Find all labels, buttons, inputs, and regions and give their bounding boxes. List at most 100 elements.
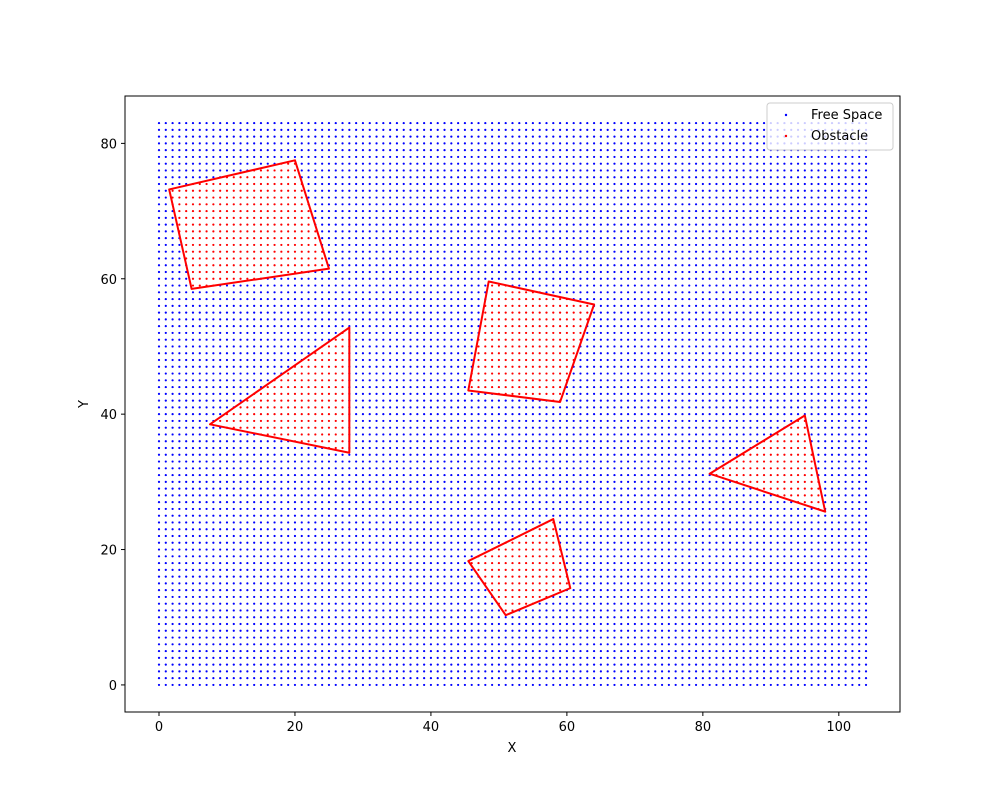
free-space-point bbox=[484, 501, 487, 504]
free-space-point bbox=[586, 297, 589, 301]
free-space-point bbox=[395, 372, 399, 375]
free-space-point bbox=[314, 649, 317, 653]
free-space-point bbox=[477, 155, 480, 159]
free-space-point bbox=[232, 487, 235, 490]
free-space-point bbox=[599, 385, 602, 389]
free-space-point bbox=[606, 575, 609, 578]
free-space-point bbox=[171, 365, 174, 368]
free-space-point bbox=[579, 365, 582, 368]
free-space-point bbox=[457, 467, 460, 470]
free-space-point bbox=[382, 609, 385, 612]
free-space-point bbox=[518, 419, 521, 423]
free-space-point bbox=[382, 528, 385, 531]
free-space-point bbox=[355, 440, 358, 443]
free-space-point bbox=[198, 460, 201, 463]
free-space-point bbox=[443, 649, 446, 653]
free-space-point bbox=[361, 352, 365, 355]
free-space-point bbox=[395, 169, 399, 172]
free-space-point bbox=[545, 203, 548, 206]
free-space-point bbox=[423, 270, 426, 274]
free-space-point bbox=[314, 169, 317, 172]
free-space-point bbox=[341, 602, 344, 605]
free-space-point bbox=[457, 446, 460, 450]
free-space-point bbox=[334, 318, 337, 321]
free-space-point bbox=[436, 568, 439, 571]
free-space-point bbox=[402, 636, 405, 639]
free-space-point bbox=[409, 629, 412, 632]
free-space-point bbox=[382, 670, 385, 673]
free-space-point bbox=[402, 460, 405, 463]
free-space-point bbox=[626, 480, 630, 483]
free-space-point bbox=[259, 480, 263, 483]
free-space-point bbox=[586, 155, 589, 159]
free-space-point bbox=[402, 555, 405, 558]
free-space-point bbox=[212, 521, 215, 524]
free-space-point bbox=[429, 629, 433, 632]
free-space-point bbox=[246, 284, 249, 287]
free-space-point bbox=[477, 683, 480, 687]
free-space-point bbox=[348, 467, 351, 470]
free-space-point bbox=[395, 568, 399, 571]
free-space-point bbox=[266, 561, 269, 565]
free-space-point bbox=[157, 670, 161, 673]
free-space-point bbox=[205, 494, 208, 497]
free-space-point bbox=[620, 142, 623, 145]
free-space-point bbox=[246, 582, 249, 585]
free-space-point bbox=[552, 284, 555, 287]
free-space-point bbox=[178, 135, 181, 138]
free-space-point bbox=[504, 501, 507, 504]
free-space-point bbox=[552, 155, 555, 159]
free-space-point bbox=[470, 453, 473, 456]
free-space-point bbox=[225, 331, 229, 335]
free-space-point bbox=[164, 135, 167, 138]
free-space-point bbox=[599, 237, 602, 240]
free-space-point bbox=[552, 636, 555, 639]
free-space-point bbox=[552, 602, 555, 605]
free-space-point bbox=[613, 589, 616, 592]
free-space-point bbox=[219, 392, 222, 395]
free-space-point bbox=[232, 311, 235, 314]
free-space-point bbox=[450, 338, 453, 341]
free-space-point bbox=[558, 413, 562, 416]
free-space-point bbox=[348, 182, 351, 186]
free-space-point bbox=[368, 656, 371, 659]
free-space-point bbox=[198, 162, 201, 165]
free-space-point bbox=[579, 189, 582, 192]
free-space-point bbox=[463, 467, 467, 470]
free-space-point bbox=[409, 548, 412, 551]
free-space-point bbox=[368, 358, 371, 362]
free-space-point bbox=[579, 291, 582, 294]
free-space-point bbox=[185, 616, 188, 619]
free-space-point bbox=[273, 501, 276, 504]
free-space-point bbox=[307, 176, 310, 179]
free-space-point bbox=[586, 169, 589, 172]
free-space-point bbox=[389, 602, 392, 605]
free-space-point bbox=[334, 534, 337, 538]
free-space-point bbox=[212, 636, 215, 639]
free-space-point bbox=[341, 216, 344, 219]
free-space-point bbox=[178, 473, 181, 477]
free-space-point bbox=[389, 196, 392, 199]
free-space-point bbox=[620, 325, 623, 328]
free-space-point bbox=[409, 372, 412, 375]
free-space-point bbox=[361, 677, 365, 680]
free-space-point bbox=[429, 507, 433, 511]
free-space-point bbox=[423, 548, 426, 551]
free-space-point bbox=[538, 149, 541, 152]
free-space-point bbox=[443, 264, 446, 267]
free-space-point bbox=[185, 419, 188, 423]
free-space-point bbox=[579, 622, 582, 626]
free-space-point bbox=[253, 304, 256, 307]
free-space-point bbox=[246, 331, 249, 335]
free-space-point bbox=[579, 182, 582, 186]
free-space-point bbox=[592, 392, 596, 395]
free-space-point bbox=[599, 365, 602, 368]
free-space-point bbox=[531, 399, 534, 402]
free-space-point bbox=[518, 182, 521, 186]
free-space-point bbox=[484, 149, 487, 152]
free-space-point bbox=[321, 656, 324, 659]
free-space-point bbox=[409, 392, 412, 395]
free-space-point bbox=[164, 548, 167, 551]
free-space-point bbox=[164, 426, 167, 429]
free-space-point bbox=[599, 162, 602, 165]
